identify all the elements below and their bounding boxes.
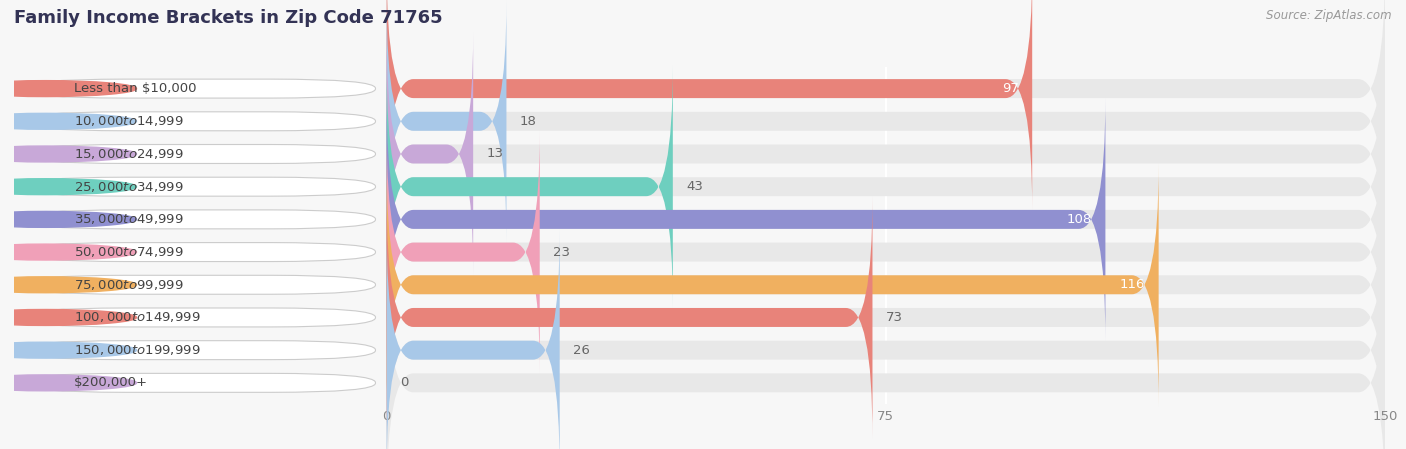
Text: Source: ZipAtlas.com: Source: ZipAtlas.com (1267, 9, 1392, 22)
FancyBboxPatch shape (387, 0, 506, 242)
FancyBboxPatch shape (21, 210, 375, 229)
Text: 116: 116 (1121, 278, 1146, 291)
Text: $200,000+: $200,000+ (73, 376, 148, 389)
Text: 97: 97 (1002, 82, 1019, 95)
Text: $10,000 to $14,999: $10,000 to $14,999 (73, 114, 183, 128)
FancyBboxPatch shape (21, 374, 375, 392)
FancyBboxPatch shape (387, 262, 1385, 449)
Text: $15,000 to $24,999: $15,000 to $24,999 (73, 147, 183, 161)
FancyBboxPatch shape (21, 242, 375, 262)
FancyBboxPatch shape (387, 196, 873, 439)
Text: 13: 13 (486, 147, 503, 160)
FancyBboxPatch shape (387, 0, 1032, 210)
Circle shape (0, 277, 136, 293)
FancyBboxPatch shape (387, 33, 474, 275)
Text: 43: 43 (686, 180, 703, 193)
FancyBboxPatch shape (387, 163, 1385, 406)
FancyBboxPatch shape (387, 98, 1385, 341)
Circle shape (0, 375, 136, 391)
Text: Less than $10,000: Less than $10,000 (73, 82, 197, 95)
Text: 18: 18 (520, 115, 537, 128)
FancyBboxPatch shape (21, 308, 375, 327)
Text: 73: 73 (886, 311, 903, 324)
Text: $50,000 to $74,999: $50,000 to $74,999 (73, 245, 183, 259)
Circle shape (0, 342, 136, 358)
FancyBboxPatch shape (387, 98, 1105, 341)
Text: $150,000 to $199,999: $150,000 to $199,999 (73, 343, 200, 357)
FancyBboxPatch shape (21, 275, 375, 294)
Circle shape (0, 146, 136, 162)
FancyBboxPatch shape (387, 229, 1385, 449)
FancyBboxPatch shape (387, 66, 1385, 308)
FancyBboxPatch shape (21, 79, 375, 98)
FancyBboxPatch shape (387, 196, 1385, 439)
FancyBboxPatch shape (21, 177, 375, 196)
FancyBboxPatch shape (21, 112, 375, 131)
Text: $35,000 to $49,999: $35,000 to $49,999 (73, 212, 183, 226)
FancyBboxPatch shape (387, 0, 1385, 242)
Circle shape (0, 81, 136, 97)
FancyBboxPatch shape (387, 66, 673, 308)
FancyBboxPatch shape (387, 33, 1385, 275)
Circle shape (0, 211, 136, 227)
Text: 23: 23 (553, 246, 569, 259)
FancyBboxPatch shape (21, 341, 375, 360)
Text: 26: 26 (574, 343, 591, 357)
FancyBboxPatch shape (387, 131, 540, 374)
Text: $100,000 to $149,999: $100,000 to $149,999 (73, 310, 200, 325)
Text: 108: 108 (1067, 213, 1092, 226)
FancyBboxPatch shape (387, 131, 1385, 374)
Circle shape (0, 244, 136, 260)
Text: $75,000 to $99,999: $75,000 to $99,999 (73, 278, 183, 292)
FancyBboxPatch shape (387, 0, 1385, 210)
Text: Family Income Brackets in Zip Code 71765: Family Income Brackets in Zip Code 71765 (14, 9, 443, 27)
FancyBboxPatch shape (387, 163, 1159, 406)
Circle shape (0, 113, 136, 129)
Circle shape (0, 309, 136, 326)
Circle shape (0, 179, 136, 195)
Text: 0: 0 (399, 376, 408, 389)
Text: $25,000 to $34,999: $25,000 to $34,999 (73, 180, 183, 194)
FancyBboxPatch shape (387, 229, 560, 449)
FancyBboxPatch shape (21, 145, 375, 163)
